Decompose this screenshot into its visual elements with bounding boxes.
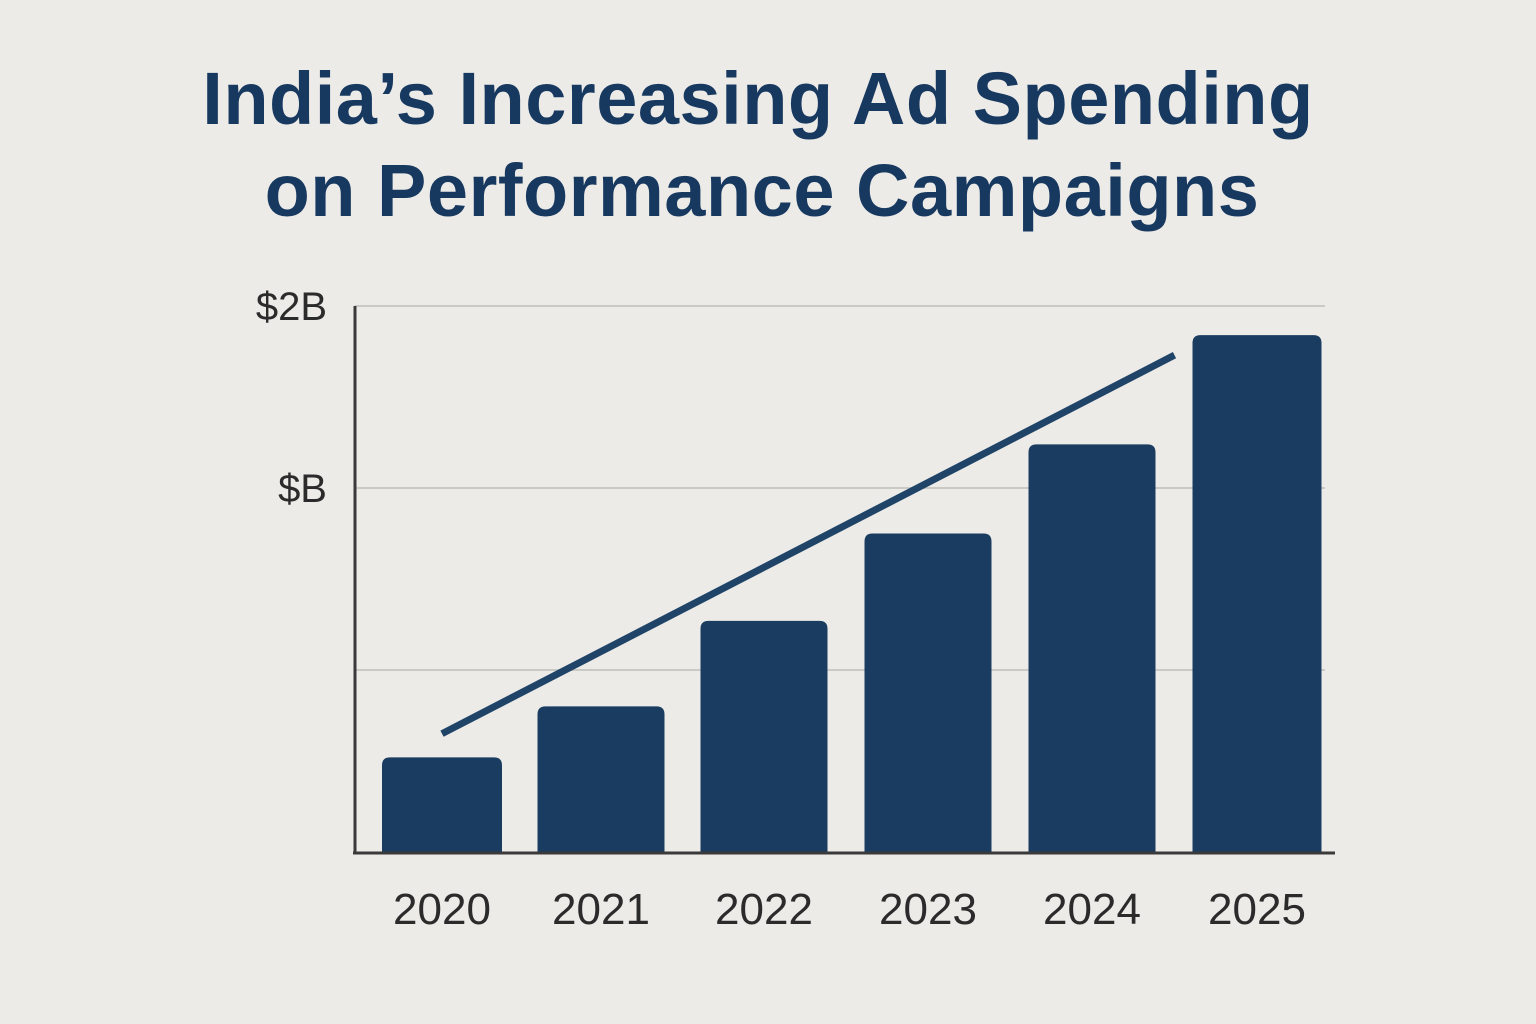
bar-2025 bbox=[1192, 335, 1322, 852]
bar-2022 bbox=[700, 620, 828, 852]
bar-2023 bbox=[864, 533, 992, 852]
chart-title-line-2: on Performance Campaigns bbox=[264, 149, 1260, 232]
trend-line bbox=[440, 352, 1177, 737]
bars bbox=[382, 335, 1322, 852]
y-tick-label: $B bbox=[278, 467, 327, 511]
trend-line-group bbox=[440, 352, 1177, 737]
axes bbox=[353, 306, 1335, 855]
bar-2021 bbox=[537, 706, 665, 852]
bar-2020 bbox=[382, 757, 502, 852]
x-tick-label-2020: 2020 bbox=[393, 885, 491, 934]
x-tick-label-2024: 2024 bbox=[1043, 885, 1141, 934]
bar-2024 bbox=[1028, 444, 1156, 852]
x-tick-label-2025: 2025 bbox=[1208, 885, 1306, 934]
y-tick-label: $2B bbox=[256, 285, 327, 329]
chart-title-line-1: India’s Increasing Ad Spending bbox=[202, 57, 1314, 140]
x-tick-label-2022: 2022 bbox=[715, 885, 813, 934]
x-axis-tick-labels: 2020 2021 2022 2023 2024 2025 bbox=[393, 885, 1306, 934]
x-tick-label-2023: 2023 bbox=[879, 885, 977, 934]
x-tick-label-2021: 2021 bbox=[552, 885, 650, 934]
y-axis-tick-labels: $2B $B bbox=[256, 285, 327, 511]
grid-lines bbox=[355, 305, 1325, 671]
